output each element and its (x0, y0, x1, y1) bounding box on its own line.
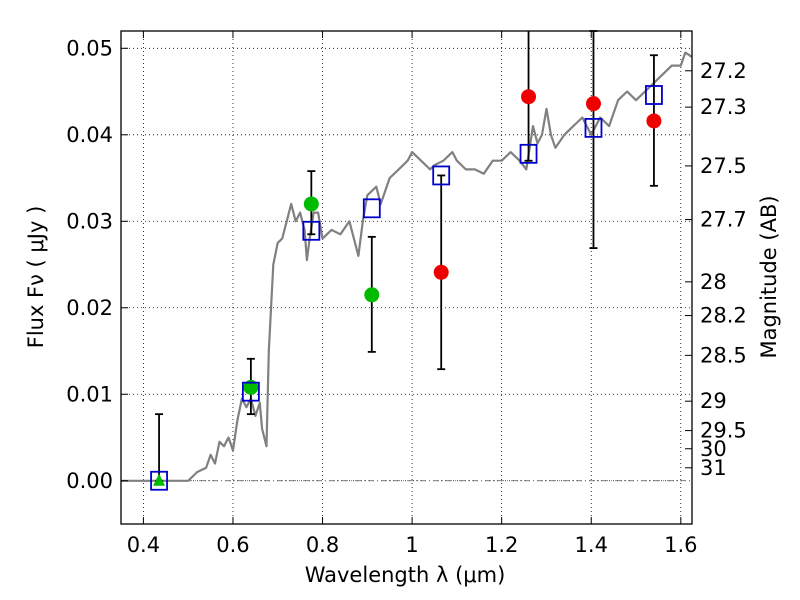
model-box (241, 381, 260, 402)
y-tick-label: 0.03 (66, 209, 113, 233)
observation-point (243, 379, 259, 395)
x-tick-label: 0.6 (216, 533, 249, 557)
observation-point (585, 96, 601, 112)
plot-frame (120, 30, 693, 525)
x-axis-title: Wavelength λ (μm) (305, 563, 506, 587)
model-box (362, 198, 381, 219)
error-bars (155, 30, 658, 482)
magnitude-tick-label: 27.5 (700, 154, 747, 178)
observation-point (303, 196, 319, 212)
observation-point (521, 89, 537, 105)
magnitude-tick-label: 29 (700, 389, 727, 413)
observation-point (433, 264, 449, 280)
model-box (302, 220, 321, 241)
spectrum-layer (121, 51, 693, 482)
y-tick-label: 0.05 (66, 36, 113, 60)
magnitude-tick-label: 28.2 (700, 304, 747, 328)
x-tick-label: 1.4 (575, 533, 608, 557)
model-box (432, 165, 451, 186)
magnitude-tick-label: 29.5 (700, 419, 747, 443)
y-axis-right-title: Magnitude (AB) (757, 195, 781, 358)
magnitude-tick-label: 27.7 (700, 208, 747, 232)
grid-lines (121, 31, 692, 524)
x-tick-label: 1 (405, 533, 418, 557)
y-tick-label: 0.02 (66, 296, 113, 320)
magnitude-tick-label: 31 (700, 456, 727, 480)
x-tick-label: 0.4 (127, 533, 160, 557)
x-tick-label: 1.6 (664, 533, 697, 557)
y-tick-label: 0.01 (66, 382, 113, 406)
y-tick-label: 0.04 (66, 123, 113, 147)
model-boxes (150, 85, 663, 491)
y-axis-left-title: Flux Fν ( μJy ) (24, 206, 48, 349)
model-spectrum-line (121, 51, 693, 482)
magnitude-tick-label: 27.2 (700, 59, 747, 83)
observation-point (364, 287, 380, 303)
x-axis: 0.4 0.6 0.8 1 1.2 1.4 1.6 (127, 31, 698, 557)
magnitude-tick-label: 30 (700, 437, 727, 461)
model-box (519, 143, 538, 164)
model-box (584, 117, 603, 138)
magnitude-tick-label: 27.3 (700, 95, 747, 119)
y-tick-label: 0.00 (66, 469, 113, 493)
observation-point (646, 113, 662, 129)
x-tick-label: 1.2 (485, 533, 518, 557)
observation-points (153, 89, 662, 486)
observation-triangle (153, 473, 166, 486)
magnitude-tick-label: 28 (700, 270, 727, 294)
x-tick-label: 0.8 (306, 533, 339, 557)
magnitude-tick-label: 28.5 (700, 343, 747, 367)
model-box (150, 470, 168, 491)
model-box (645, 85, 663, 105)
y-axis-left: 0.00 0.01 0.02 0.03 0.04 0.05 (66, 36, 128, 493)
